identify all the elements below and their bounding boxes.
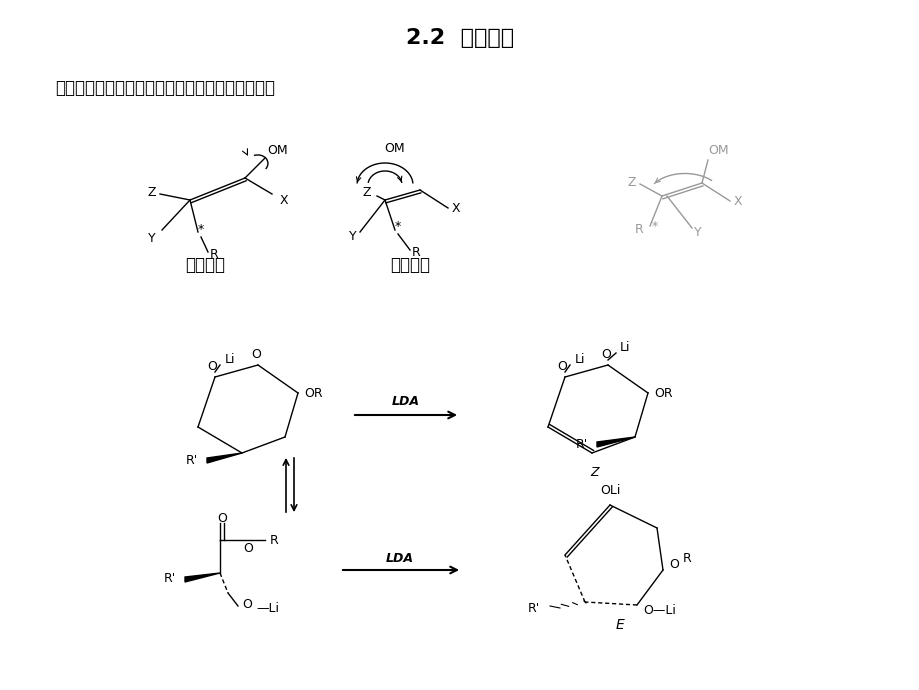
Text: R: R <box>682 551 691 564</box>
Text: O: O <box>668 558 678 571</box>
Polygon shape <box>596 437 634 447</box>
Text: *: * <box>394 219 401 233</box>
Polygon shape <box>207 453 242 463</box>
Text: 环外烯醒: 环外烯醒 <box>390 256 429 274</box>
Text: O: O <box>207 359 217 373</box>
Text: X: X <box>451 201 460 215</box>
Text: Y: Y <box>148 232 155 244</box>
Text: *: * <box>198 222 204 235</box>
Text: O: O <box>557 359 566 373</box>
Text: Y: Y <box>349 230 357 242</box>
Text: OM: OM <box>708 144 728 157</box>
Text: Z: Z <box>590 466 598 480</box>
Text: 手性烯醒：环内烯醒、环外烯醒和配位型环内烯醒: 手性烯醒：环内烯醒、环外烯醒和配位型环内烯醒 <box>55 79 275 97</box>
Text: R': R' <box>575 437 587 451</box>
Text: OR: OR <box>303 386 323 400</box>
Text: 2.2  手性传递: 2.2 手性传递 <box>405 28 514 48</box>
Text: O: O <box>600 348 610 360</box>
Text: O: O <box>217 511 227 524</box>
Text: R: R <box>634 222 643 235</box>
Text: LDA: LDA <box>391 395 420 408</box>
Text: LDA: LDA <box>386 551 414 564</box>
Text: OR: OR <box>653 386 672 400</box>
Text: —Li: —Li <box>255 602 278 615</box>
Text: Y: Y <box>693 226 701 239</box>
Text: O—Li: O—Li <box>642 604 675 616</box>
Text: R: R <box>412 246 420 259</box>
Text: Z: Z <box>362 186 371 199</box>
Polygon shape <box>185 573 220 582</box>
Text: Li: Li <box>225 353 235 366</box>
Text: O: O <box>242 598 252 611</box>
Text: O: O <box>243 542 253 555</box>
Text: OLi: OLi <box>599 484 619 497</box>
Text: Li: Li <box>574 353 584 366</box>
Text: OM: OM <box>267 144 288 157</box>
Text: R': R' <box>164 573 176 586</box>
Text: *: * <box>652 219 657 233</box>
Text: Z: Z <box>148 186 156 199</box>
Text: R': R' <box>186 453 198 466</box>
Text: X: X <box>279 193 289 206</box>
Text: O: O <box>251 348 261 360</box>
Text: E: E <box>615 618 624 632</box>
Text: Z: Z <box>627 175 636 188</box>
Text: R: R <box>269 533 278 546</box>
Text: R: R <box>210 248 219 261</box>
Text: X: X <box>733 195 742 208</box>
Text: 环内烯醒: 环内烯醒 <box>185 256 225 274</box>
Text: OM: OM <box>384 141 405 155</box>
Text: R': R' <box>528 602 539 615</box>
Text: Li: Li <box>619 340 630 353</box>
